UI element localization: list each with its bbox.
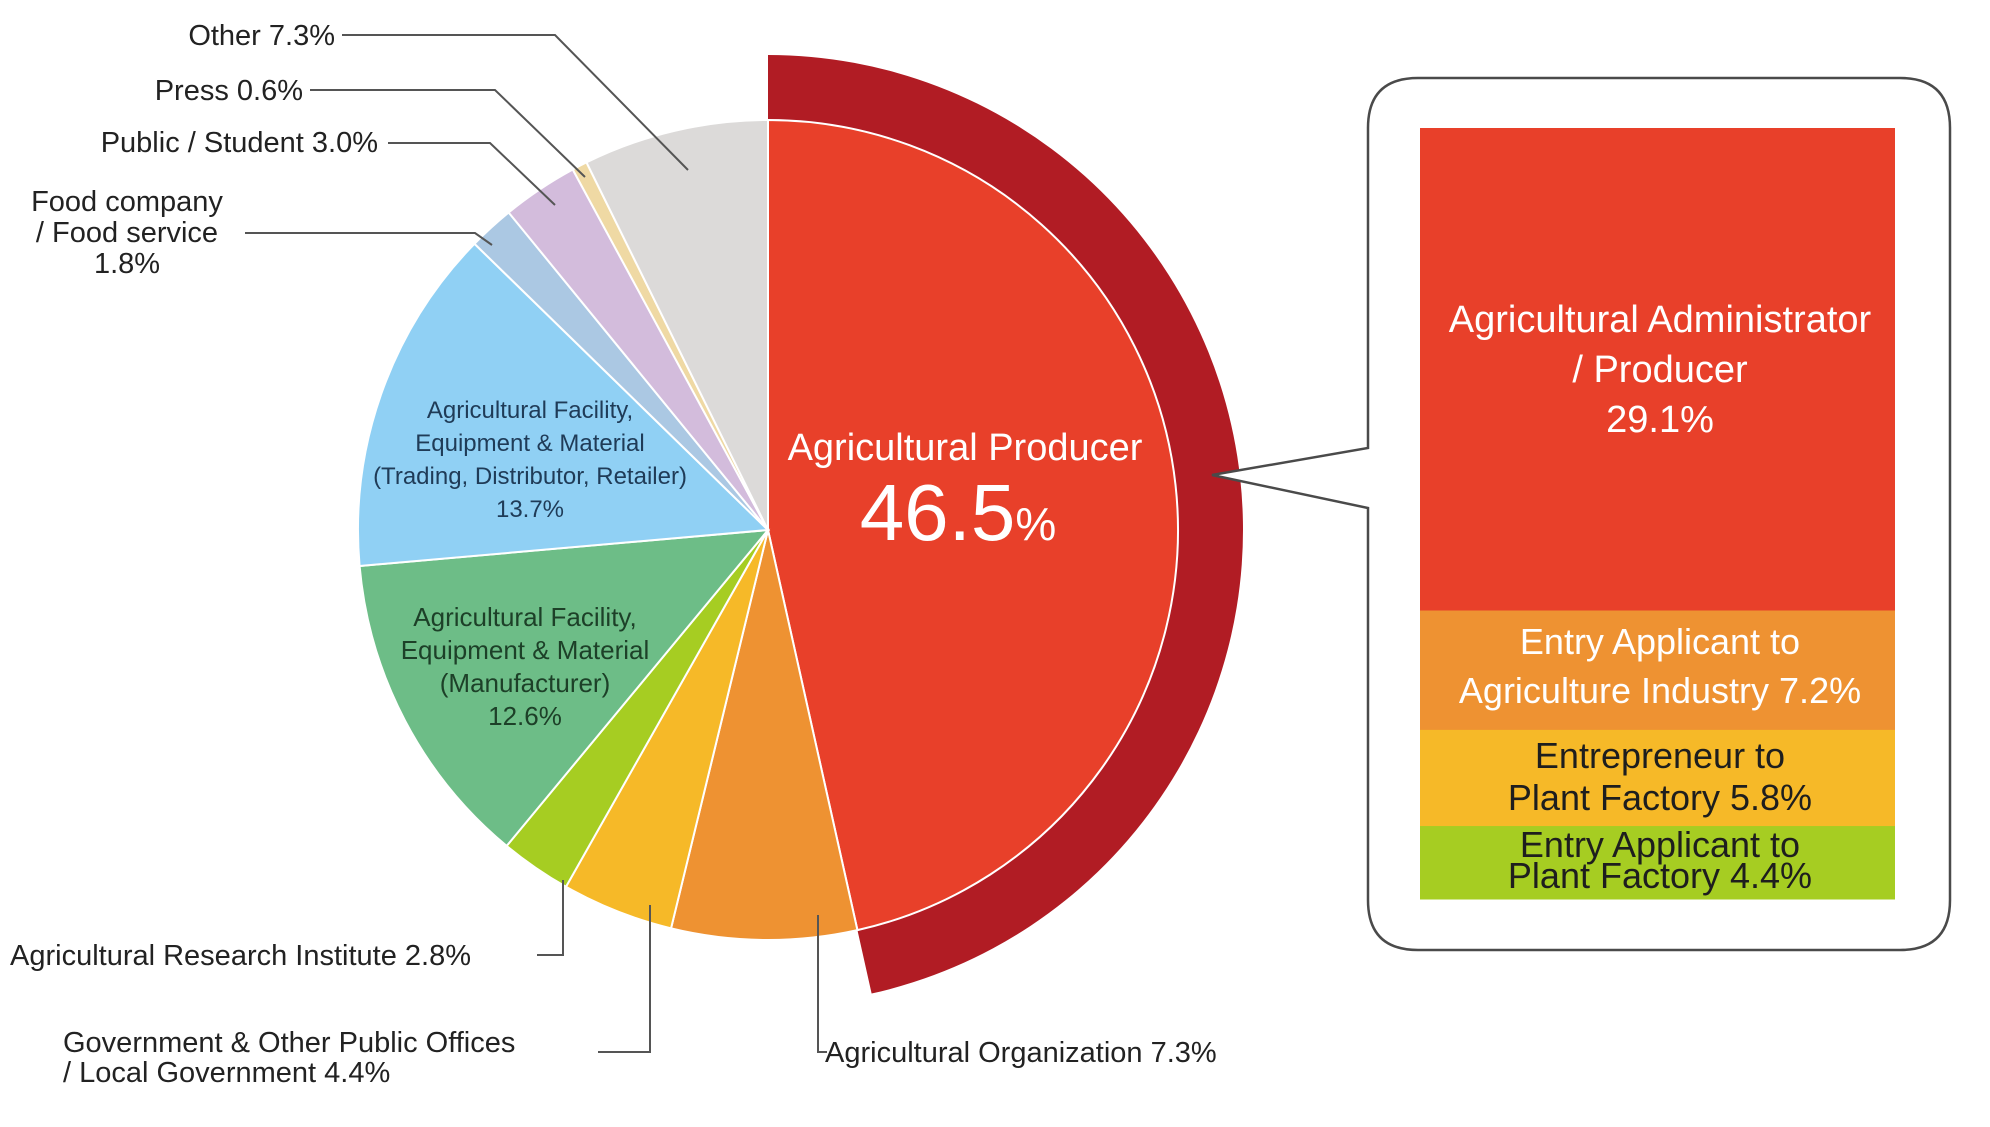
breakdown-label-entry-pf-line2: Plant Factory 4.4% [1508,855,1812,896]
breakdown-label-admin-line2: / Producer [1572,349,1748,391]
breakdown-label-admin-line1: Agricultural Administrator [1449,299,1872,341]
breakdown-label-entry-ag-line2: Agriculture Industry 7.2% [1459,670,1861,711]
pie-slice-agricultural-organization [669,529,859,941]
pie-slice-agricultural-facility-equipment-material-trading-distributor-retailer [357,242,771,568]
breakdown-label-entrepreneur-line2: Plant Factory 5.8% [1508,777,1812,818]
label-trading-line1: Agricultural Facility, [427,397,633,424]
label-food-line3: 1.8% [94,248,160,280]
label-other: Other 7.3% [188,20,335,52]
breakdown-label-entrepreneur-line1: Entrepreneur to [1535,735,1785,776]
breakdown-bar-entrepreneur-to-plant-factory [1420,729,1895,827]
label-organization: Agricultural Organization 7.3% [825,1037,1217,1069]
label-government-line1: Government & Other Public Offices [63,1027,515,1059]
label-trading-line2: Equipment & Material [415,430,644,457]
label-food-line1: Food company [31,186,223,218]
label-producer-value: 46.5% [860,468,1057,557]
label-research: Agricultural Research Institute 2.8% [10,940,471,972]
pie-slice-other [585,118,769,531]
breakdown-bar-entry-applicant-to-agriculture-industry [1420,610,1895,731]
breakdown-bar-entry-applicant-to-plant-factory [1420,826,1895,900]
label-government-line2: / Local Government 4.4% [63,1057,390,1089]
pie-slice-agricultural-facility-equipment-material-manufacturer [358,528,771,848]
label-producer-unit: % [1015,498,1056,550]
label-trading-line4: 13.7% [496,496,564,523]
leader-line-organization [817,915,827,1053]
breakdown-bar-agricultural-administrator-producer [1420,128,1895,611]
breakdown-label-entry-ag-line1: Entry Applicant to [1520,621,1800,662]
leader-lines [245,34,827,1053]
breakdown-label-admin-line3: 29.1% [1606,399,1714,441]
breakdown-bars [1420,128,1895,900]
leader-line-government [598,905,651,1053]
label-producer-number: 46.5 [860,468,1016,557]
label-trading-line3: (Trading, Distributor, Retailer) [373,463,687,490]
label-press: Press 0.6% [155,75,303,107]
label-food-line2: / Food service [36,217,218,249]
label-manufacturer-line4: 12.6% [488,701,562,731]
leader-line-press [310,89,586,178]
pie-slice-agricultural-producer [767,118,1179,932]
leader-line-other [342,34,689,171]
leader-line-public [388,142,556,206]
label-producer-name: Agricultural Producer [788,427,1143,469]
breakdown-label-entry-pf-line1: Entry Applicant to [1520,824,1800,865]
label-public: Public / Student 3.0% [101,127,378,159]
label-manufacturer-line2: Equipment & Material [401,635,650,665]
pie-slices [357,118,1179,941]
leader-line-research [537,880,564,956]
label-manufacturer-line1: Agricultural Facility, [413,602,636,632]
leader-line-food [245,232,493,246]
label-manufacturer-line3: (Manufacturer) [440,668,611,698]
